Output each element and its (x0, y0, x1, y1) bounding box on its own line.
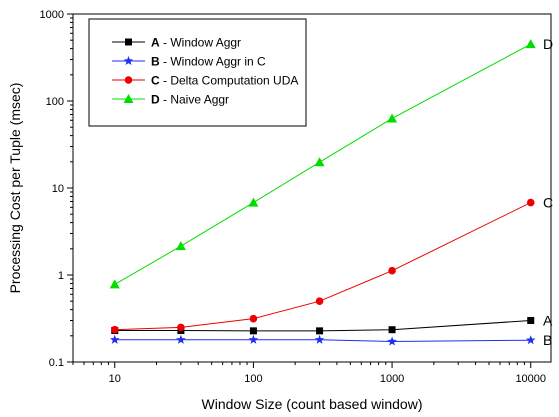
data-point (314, 334, 325, 344)
series-end-label: B (543, 332, 552, 348)
data-point (525, 335, 536, 345)
data-point (110, 325, 119, 334)
legend-item-a: A - Window Aggr (112, 36, 241, 50)
data-point (109, 279, 120, 289)
x-tick-label: 1000 (380, 373, 404, 385)
series-a: A (111, 312, 553, 335)
data-point (175, 241, 186, 251)
y-axis-ticks: 0.1 1 10 100 1000 (40, 9, 73, 369)
data-point (526, 198, 535, 207)
legend-item-c: C - Delta Computation UDA (112, 74, 298, 88)
series-end-label: A (543, 312, 553, 328)
x-tick-label: 100 (244, 373, 262, 385)
data-point (248, 334, 259, 344)
legend-swatch-marker (123, 56, 134, 66)
data-point (249, 327, 257, 335)
y-tick-label: 1000 (40, 9, 64, 21)
data-point (248, 197, 259, 207)
data-point (527, 316, 535, 324)
series-layer: AB C D (109, 36, 553, 348)
series-line (114, 202, 531, 331)
legend-swatch-marker (125, 38, 132, 46)
x-tick-label: 10000 (515, 373, 546, 385)
x-tick-label: 10 (109, 373, 121, 385)
data-point (316, 327, 324, 335)
legend-label: A - Window Aggr (151, 36, 241, 50)
legend-item-d: D - Naive Aggr (112, 93, 229, 107)
data-point (177, 323, 185, 332)
legend-label: C - Delta Computation UDA (151, 74, 298, 88)
data-point (388, 326, 396, 334)
legend-label: D - Naive Aggr (151, 93, 229, 107)
y-axis-label: Processing Cost per Tuple (msec) (7, 83, 23, 294)
data-point (109, 334, 120, 344)
series-line (114, 319, 531, 332)
legend-label: B - Window Aggr in C (151, 55, 266, 69)
data-point (388, 266, 396, 275)
data-point (315, 297, 324, 305)
y-tick-label: 10 (52, 183, 64, 195)
series-c: C (110, 195, 553, 334)
y-tick-label: 1 (58, 270, 64, 282)
legend-box (88, 18, 307, 127)
x-axis-label: Window Size (count based window) (202, 396, 423, 412)
data-point (387, 336, 397, 346)
legend-swatch-marker (124, 76, 133, 84)
series-d: D (109, 36, 553, 289)
data-point (249, 314, 258, 323)
series-line (114, 43, 531, 285)
legend-item-b: B - Window Aggr in C (112, 55, 266, 69)
data-point (525, 39, 536, 49)
x-axis-ticks: 10 100 1000 10000 (72, 362, 546, 385)
data-point (314, 157, 325, 167)
legend: A - Window Aggr B - Window Aggr in C C - D… (88, 18, 307, 127)
legend-swatch-marker (123, 94, 134, 103)
data-point (387, 113, 398, 123)
series-end-label: D (543, 36, 553, 52)
series-b: B (109, 332, 552, 348)
series-line (114, 339, 531, 343)
y-tick-label: 100 (46, 96, 64, 108)
data-point (176, 334, 186, 344)
y-tick-label: 0.1 (49, 357, 64, 369)
series-end-label: C (543, 195, 553, 211)
